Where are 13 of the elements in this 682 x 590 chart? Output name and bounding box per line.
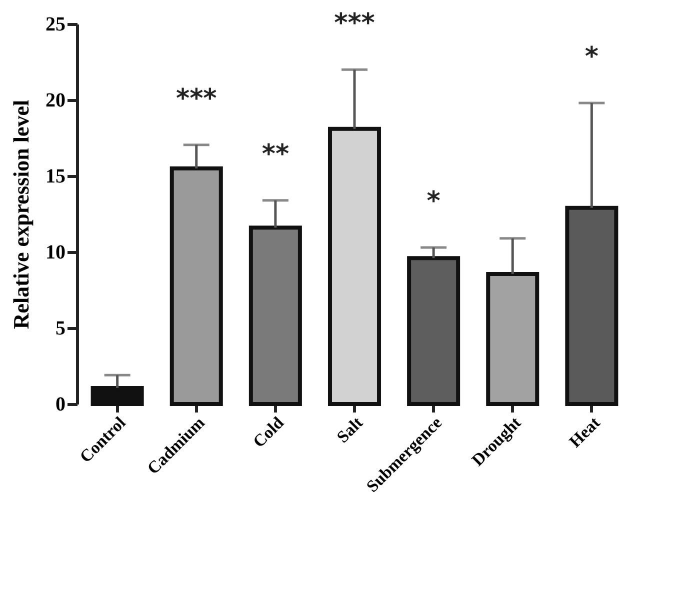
annotation: ** <box>262 139 290 170</box>
annotation: *** <box>176 84 218 114</box>
annotation: *** <box>334 8 376 39</box>
x-tick-label: Salt <box>333 412 367 447</box>
y-tick-label: 5 <box>56 318 66 340</box>
y-tick-label: 20 <box>46 90 66 112</box>
annotation: * <box>426 186 441 216</box>
y-tick-label: 15 <box>46 166 66 188</box>
y-tick-label: 0 <box>56 394 66 416</box>
y-tick-label: 10 <box>46 242 66 264</box>
y-axis-title: Relative expression level <box>8 100 34 330</box>
y-tick-label: 25 <box>46 14 66 36</box>
annotation: * <box>584 42 599 72</box>
